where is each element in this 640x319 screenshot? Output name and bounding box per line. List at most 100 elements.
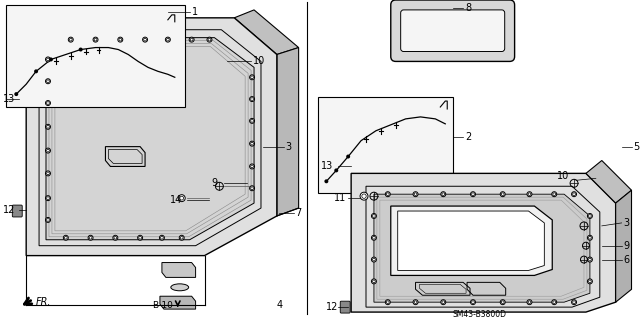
Circle shape — [45, 196, 51, 201]
Circle shape — [552, 192, 557, 197]
Circle shape — [572, 192, 577, 197]
Text: 9: 9 — [211, 178, 218, 188]
Circle shape — [371, 257, 376, 262]
Circle shape — [45, 218, 51, 222]
Circle shape — [45, 171, 51, 176]
Text: 12: 12 — [326, 302, 339, 312]
Text: 8: 8 — [465, 3, 471, 13]
Text: 9: 9 — [623, 241, 630, 251]
Circle shape — [165, 37, 170, 42]
Text: 3: 3 — [285, 142, 292, 152]
Polygon shape — [391, 206, 552, 275]
Text: 10: 10 — [557, 171, 569, 181]
Circle shape — [138, 235, 143, 240]
Text: FR.: FR. — [36, 297, 52, 307]
Circle shape — [68, 37, 73, 42]
Circle shape — [45, 148, 51, 153]
Circle shape — [346, 154, 350, 159]
Polygon shape — [397, 211, 545, 271]
Text: 13: 13 — [321, 161, 333, 171]
Circle shape — [88, 235, 93, 240]
Circle shape — [441, 192, 445, 197]
Circle shape — [588, 213, 593, 219]
Text: SM43-B3800D: SM43-B3800D — [453, 309, 507, 319]
Circle shape — [250, 164, 255, 169]
Circle shape — [500, 300, 505, 305]
Polygon shape — [234, 10, 299, 55]
Text: 10: 10 — [253, 56, 266, 66]
Circle shape — [143, 37, 148, 42]
Circle shape — [63, 235, 68, 240]
Circle shape — [250, 97, 255, 101]
FancyBboxPatch shape — [12, 205, 22, 217]
Circle shape — [34, 69, 38, 73]
Circle shape — [385, 300, 390, 305]
Polygon shape — [6, 5, 185, 107]
Text: 14: 14 — [170, 195, 182, 205]
Circle shape — [45, 79, 51, 84]
Circle shape — [371, 279, 376, 284]
Circle shape — [250, 141, 255, 146]
Text: 3: 3 — [623, 218, 630, 228]
Circle shape — [334, 168, 339, 172]
FancyBboxPatch shape — [391, 0, 515, 62]
Circle shape — [500, 192, 505, 197]
Text: 12: 12 — [3, 205, 16, 215]
Circle shape — [79, 48, 83, 51]
Circle shape — [45, 124, 51, 129]
Circle shape — [552, 300, 557, 305]
Circle shape — [159, 235, 164, 240]
Circle shape — [470, 300, 476, 305]
Circle shape — [250, 186, 255, 191]
Circle shape — [441, 300, 445, 305]
Polygon shape — [162, 263, 196, 278]
Polygon shape — [46, 38, 254, 240]
Text: 4: 4 — [277, 300, 283, 310]
Circle shape — [588, 257, 593, 262]
Polygon shape — [160, 296, 196, 309]
Circle shape — [360, 192, 368, 200]
Text: 2: 2 — [465, 132, 471, 142]
Circle shape — [118, 37, 123, 42]
Circle shape — [413, 300, 418, 305]
Text: 5: 5 — [634, 142, 640, 152]
Circle shape — [371, 213, 376, 219]
Polygon shape — [351, 173, 616, 312]
Text: 11: 11 — [334, 193, 346, 203]
Circle shape — [572, 300, 577, 305]
Circle shape — [250, 118, 255, 123]
Text: 7: 7 — [296, 208, 302, 218]
Text: 6: 6 — [623, 255, 630, 264]
Polygon shape — [277, 48, 299, 216]
Text: B-10: B-10 — [152, 300, 173, 310]
Ellipse shape — [171, 284, 189, 291]
Circle shape — [588, 235, 593, 240]
Polygon shape — [374, 194, 590, 302]
Text: 13: 13 — [3, 94, 15, 104]
Circle shape — [179, 195, 185, 202]
Circle shape — [14, 92, 19, 96]
Circle shape — [250, 75, 255, 80]
Text: 1: 1 — [191, 7, 198, 17]
Circle shape — [45, 100, 51, 106]
Circle shape — [45, 57, 51, 62]
Circle shape — [413, 192, 418, 197]
Circle shape — [324, 179, 328, 183]
Circle shape — [189, 37, 194, 42]
Circle shape — [49, 57, 53, 62]
FancyBboxPatch shape — [340, 301, 350, 313]
Polygon shape — [26, 18, 277, 256]
Circle shape — [527, 192, 532, 197]
Circle shape — [371, 235, 376, 240]
Circle shape — [93, 37, 98, 42]
Circle shape — [179, 235, 184, 240]
Circle shape — [207, 37, 212, 42]
Circle shape — [385, 192, 390, 197]
Circle shape — [113, 235, 118, 240]
Polygon shape — [586, 160, 632, 203]
Circle shape — [527, 300, 532, 305]
Circle shape — [588, 279, 593, 284]
Circle shape — [470, 192, 476, 197]
Polygon shape — [319, 97, 453, 193]
Polygon shape — [616, 190, 632, 302]
